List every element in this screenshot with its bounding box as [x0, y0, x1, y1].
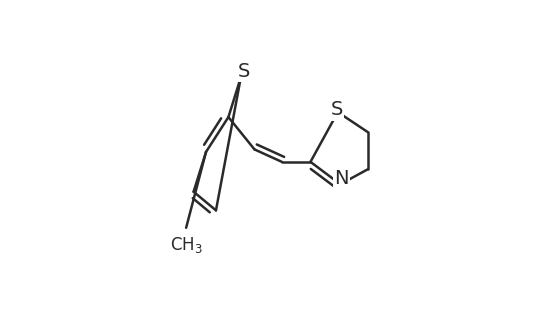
Text: S: S — [331, 100, 343, 119]
Text: N: N — [334, 169, 349, 188]
Text: S: S — [238, 62, 250, 81]
Text: CH$_3$: CH$_3$ — [170, 235, 202, 255]
